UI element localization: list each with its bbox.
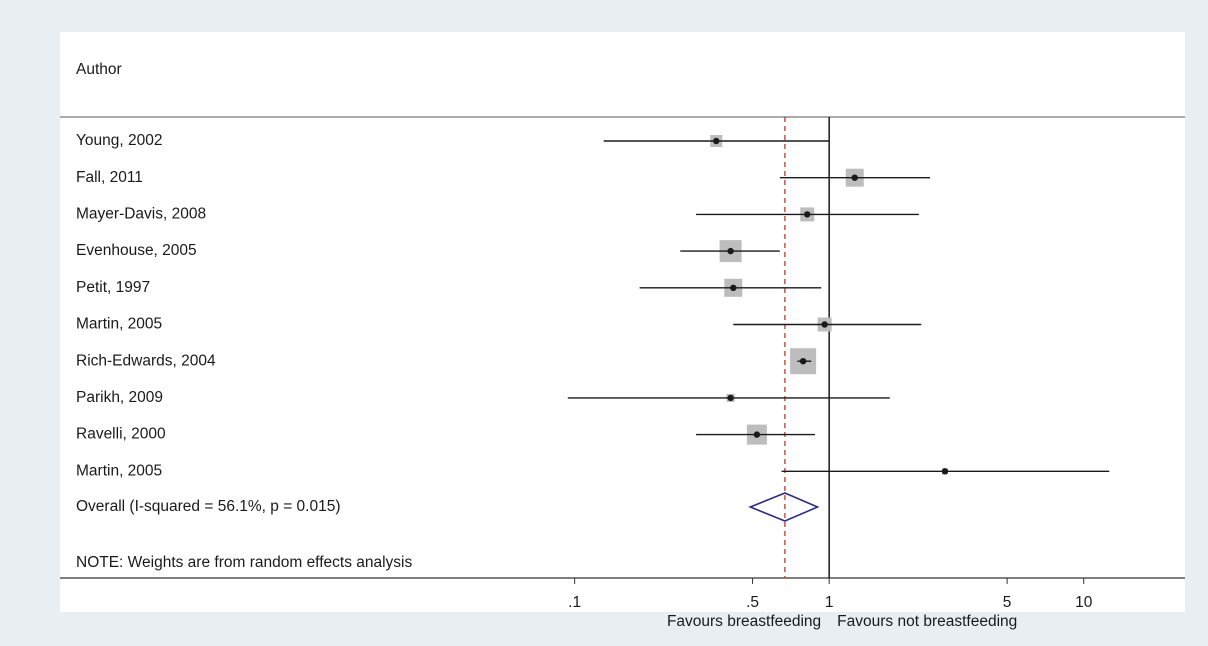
x-tick-label: 10 — [1075, 594, 1093, 611]
study-label: Evenhouse, 2005 — [76, 242, 197, 259]
header: Author — [76, 61, 122, 78]
overall-diamond — [748, 492, 820, 522]
estimate-point — [851, 174, 858, 181]
overall-label: Overall (I-squared = 56.1%, p = 0.015) — [76, 498, 341, 515]
estimate-point — [727, 394, 734, 402]
estimate-point — [799, 358, 807, 365]
x-label-left: Favours breastfeeding — [667, 613, 821, 630]
study-label: Parikh, 2009 — [76, 389, 163, 406]
study-label: Ravelli, 2000 — [76, 426, 166, 443]
study-label: Martin, 2005 — [76, 316, 162, 333]
study-label: Rich-Edwards, 2004 — [76, 352, 216, 369]
study-label: Fall, 2011 — [76, 169, 143, 186]
note: NOTE: Weights are from random effects an… — [76, 554, 412, 571]
estimate-point — [727, 247, 734, 255]
x-tick-label: 1 — [825, 594, 834, 611]
estimate-point — [941, 468, 949, 475]
estimate-point — [821, 321, 828, 328]
study-label: Petit, 1997 — [76, 279, 150, 296]
estimate-point — [804, 211, 811, 218]
study-label: Young, 2002 — [76, 132, 163, 149]
estimate-point — [713, 137, 720, 145]
estimate-point — [753, 431, 761, 438]
panel — [60, 32, 1185, 612]
study-label: Martin, 2005 — [76, 462, 162, 479]
x-tick-label: .5 — [746, 594, 759, 611]
study-label: Mayer-Davis, 2008 — [76, 205, 206, 222]
x-tick-label: 5 — [1003, 594, 1012, 611]
x-label-right: Favours not breastfeeding — [837, 613, 1017, 630]
estimate-point — [730, 284, 737, 291]
x-tick-label: .1 — [568, 594, 581, 611]
